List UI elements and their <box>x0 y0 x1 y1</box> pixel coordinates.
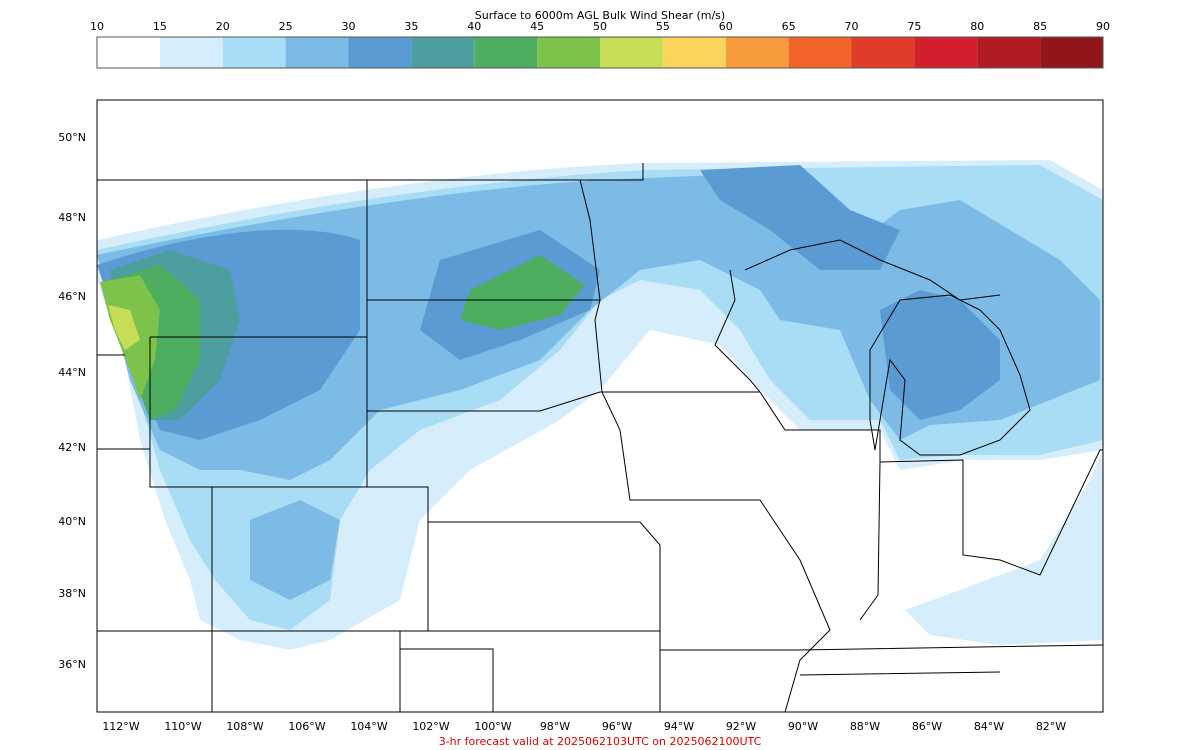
longitude-label: 88°W <box>850 720 880 733</box>
longitude-label: 112°W <box>102 720 139 733</box>
latitude-label: 36°N <box>58 658 86 671</box>
longitude-label: 98°W <box>540 720 570 733</box>
longitude-label: 96°W <box>602 720 632 733</box>
colorbar-tick-label: 45 <box>530 20 544 33</box>
longitude-label: 100°W <box>474 720 511 733</box>
longitude-label: 106°W <box>288 720 325 733</box>
longitude-label: 108°W <box>226 720 263 733</box>
colorbar-tick-label: 65 <box>782 20 796 33</box>
colorbar-tick-label: 60 <box>719 20 733 33</box>
latitude-label: 48°N <box>58 211 86 224</box>
longitude-label: 84°W <box>974 720 1004 733</box>
colorbar-tick-label: 40 <box>467 20 481 33</box>
colorbar-tick-label: 15 <box>153 20 167 33</box>
longitude-label: 110°W <box>164 720 201 733</box>
state-borders <box>97 163 1104 713</box>
longitude-label: 92°W <box>726 720 756 733</box>
colorbar-tick-label: 10 <box>90 20 104 33</box>
colorbar-segment <box>600 37 663 68</box>
latitude-label: 40°N <box>58 515 86 528</box>
colorbar-segment <box>159 37 223 68</box>
latitude-label: 38°N <box>58 587 86 600</box>
colorbar-segment <box>851 37 915 68</box>
colorbar-tick-label: 90 <box>1096 20 1110 33</box>
longitude-label: 86°W <box>912 720 942 733</box>
longitude-labels: 112°W 110°W 108°W 106°W 104°W 102°W 100°W 98°W 9… <box>102 720 1066 733</box>
colorbar-tick-label: 55 <box>656 20 670 33</box>
colorbar-segment <box>348 37 412 68</box>
longitude-label: 90°W <box>788 720 818 733</box>
colorbar-tick-label: 85 <box>1033 20 1047 33</box>
latitude-label: 44°N <box>58 366 86 379</box>
footer: 3-hr forecast valid at 2025062103UTC on … <box>439 735 762 748</box>
map-field <box>97 160 1103 650</box>
colorbar-tick-label: 80 <box>970 20 984 33</box>
colorbar-tick-label: 35 <box>404 20 418 33</box>
map-frame <box>96 99 1104 713</box>
colorbar-tick-label: 70 <box>845 20 859 33</box>
latitude-label: 42°N <box>58 441 86 454</box>
longitude-label: 94°W <box>664 720 694 733</box>
colorbar-segment <box>977 37 1041 68</box>
latitude-label: 50°N <box>58 131 86 144</box>
colorbar-segment <box>537 37 600 68</box>
colorbar-tick-label: 50 <box>593 20 607 33</box>
colorbar-segment <box>1040 37 1103 68</box>
colorbar-segment <box>788 37 852 68</box>
colorbar-segment <box>914 37 978 68</box>
colorbar-tick-label: 75 <box>907 20 921 33</box>
colorbar-tick-label: 20 <box>216 20 230 33</box>
colorbar-segment <box>97 37 160 68</box>
longitude-label: 104°W <box>350 720 387 733</box>
colorbar-frame <box>96 36 1104 69</box>
longitude-label: 82°W <box>1036 720 1066 733</box>
latitude-labels: 50°N 48°N 46°N 44°N 42°N 40°N 38°N 36°N <box>58 131 86 671</box>
colorbar-segment <box>725 37 789 68</box>
latitude-label: 46°N <box>58 290 86 303</box>
colorbar-segment <box>285 37 349 68</box>
colorbar-segment <box>474 37 538 68</box>
longitude-label: 102°W <box>412 720 449 733</box>
colorbar: 10 15 20 25 30 35 40 45 50 55 60 65 70 75 80 85 90 <box>90 20 1110 68</box>
colorbar-title: Surface to 6000m AGL Bulk Wind Shear (m/… <box>475 9 725 22</box>
colorbar-tick-label: 25 <box>279 20 293 33</box>
colorbar-tick-label: 30 <box>342 20 356 33</box>
colorbar-segment <box>662 37 726 68</box>
colorbar-segment <box>222 37 286 68</box>
colorbar-segment <box>411 37 475 68</box>
